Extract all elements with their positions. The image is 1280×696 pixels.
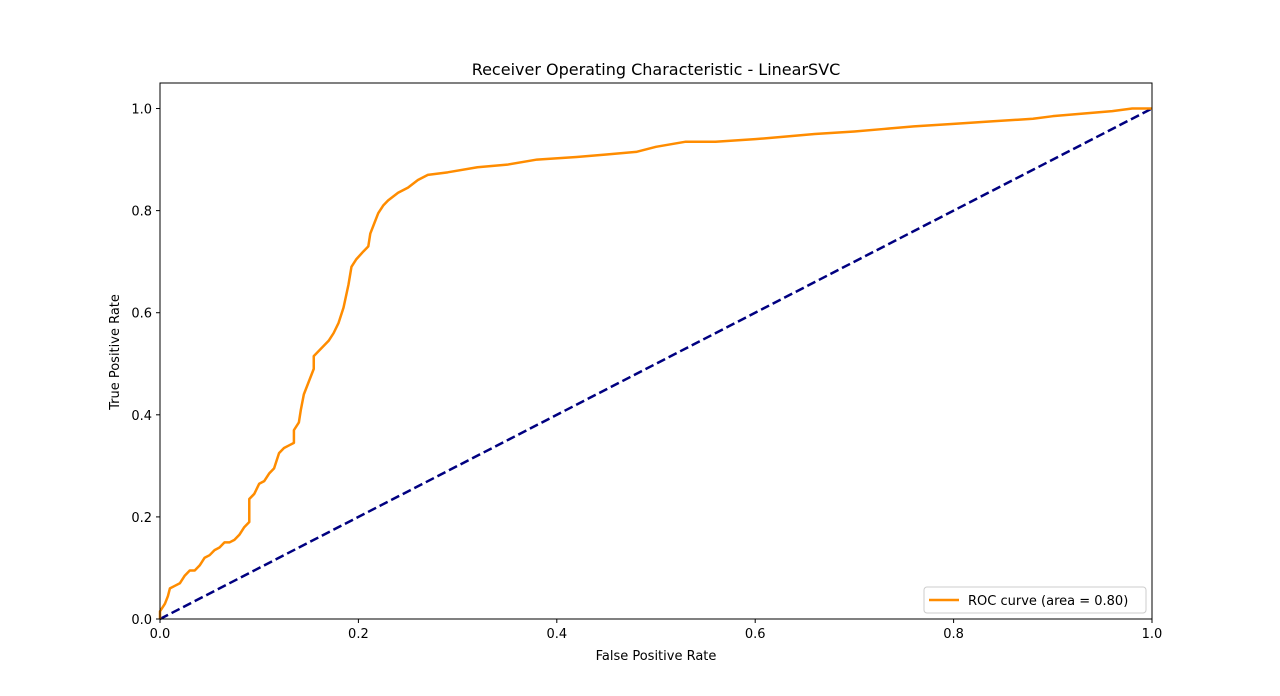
y-axis-label: True Positive Rate: [108, 294, 123, 411]
x-tick-label: 0.6: [745, 627, 766, 642]
y-tick-label: 0.0: [131, 613, 152, 628]
chart-title: Receiver Operating Characteristic - Line…: [472, 60, 841, 79]
y-tick-label: 0.4: [131, 409, 152, 424]
y-tick-label: 0.8: [131, 205, 152, 220]
x-tick-label: 0.2: [348, 627, 369, 642]
y-tick-label: 1.0: [131, 103, 152, 118]
x-axis: 0.0 0.2 0.4 0.6 0.8 1.0: [150, 619, 1163, 642]
plot-frame: [159, 82, 1153, 620]
y-tick-label: 0.6: [131, 307, 152, 322]
legend-box: [923, 586, 1147, 614]
legend: ROC curve (area = 0.80): [923, 586, 1147, 614]
plot-area: [158, 107, 1153, 621]
x-tick-label: 0.0: [150, 627, 171, 642]
roc-curve-line: [158, 107, 1152, 619]
y-tick-label: 0.2: [131, 511, 152, 526]
x-axis-label: False Positive Rate: [596, 649, 717, 664]
x-tick-label: 1.0: [1142, 627, 1163, 642]
x-tick-label: 0.8: [943, 627, 964, 642]
legend-label-roc-curve: ROC curve (area = 0.80): [968, 594, 1128, 609]
x-tick-label: 0.4: [546, 627, 567, 642]
y-axis: 0.0 0.2 0.4 0.6 0.8 1.0: [131, 103, 160, 628]
chance-diagonal-line: [159, 107, 1153, 621]
